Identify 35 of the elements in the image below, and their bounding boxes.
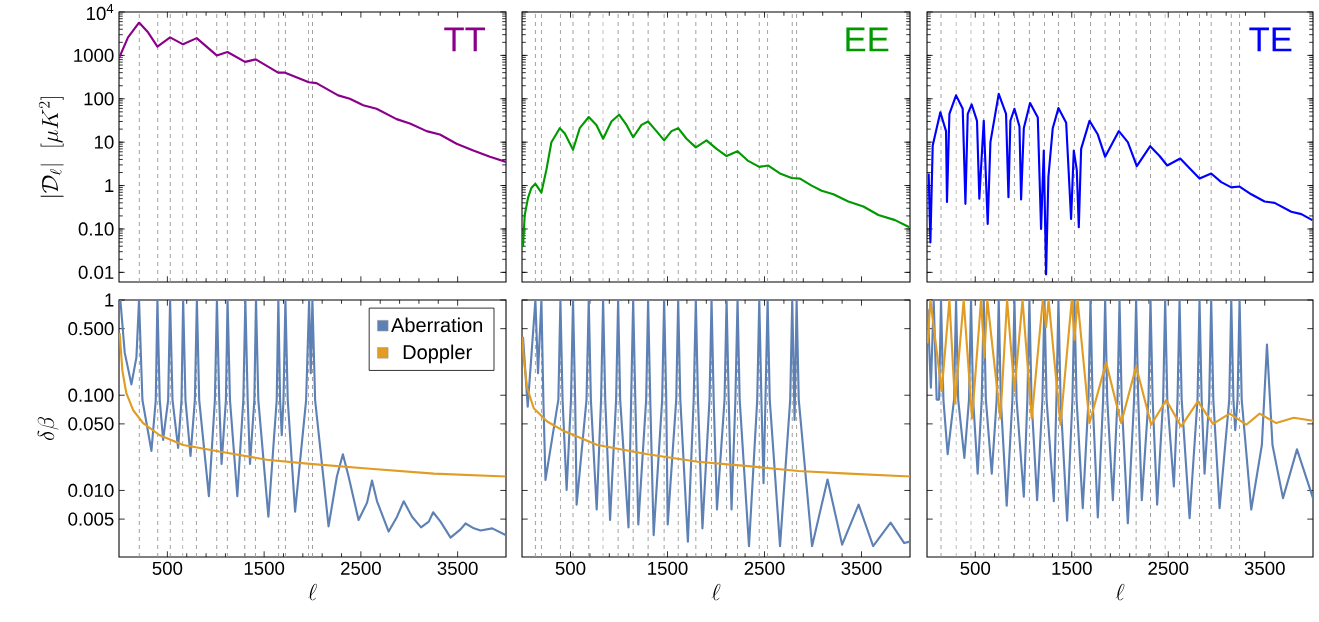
legend-label: Doppler [403,344,472,364]
x-axis-title: $\ell$ [308,583,317,601]
x-tick-label: 1500 [244,561,285,575]
x-axis-title: $\ell$ [1115,583,1125,601]
annotation: TE [1249,27,1292,52]
x-tick-label: 2500 [341,561,381,575]
x-tick-label: 500 [152,561,183,575]
y-tick-label: 1 [105,293,114,307]
y-tick-label: 0.10 [78,222,114,236]
x-tick-label: 1500 [648,561,688,575]
y-tick-label: 10 [94,135,114,149]
y-tick-label: 1 [105,179,114,192]
x-tick-label: 3500 [1244,561,1285,575]
x-tick-label: 500 [555,561,586,575]
y-tick-label: 0.01 [78,265,114,279]
annotation: TT [444,27,486,52]
x-axis-title: $\ell$ [711,583,721,601]
x-tick-label: 3500 [437,561,478,575]
y-tick-label: 10$^{4}$ [87,3,114,21]
y-tick-label: 0.100 [68,388,114,402]
x-tick-label: 1500 [1052,561,1092,575]
annotation: EE [846,27,889,52]
x-tick-label: 2500 [1148,561,1189,575]
y-tick-label: 0.050 [68,417,114,431]
x-tick-label: 2500 [744,561,785,575]
y-axis-title: $|\mathcal{D}_\ell|\;\;[\mu K^{2}]$ [38,96,64,197]
y-tick-label: 0.500 [68,322,114,336]
x-tick-label: 500 [960,561,991,575]
y-axis-title: $\delta\beta$ [37,417,59,441]
y-tick-label: 0.005 [68,512,114,526]
legend-label: Aberration [391,317,483,333]
y-tick-label: 0.010 [68,483,114,498]
y-tick-label: 100 [84,92,114,106]
x-tick-label: 3500 [841,561,882,575]
y-tick-label: 1000 [74,48,114,63]
